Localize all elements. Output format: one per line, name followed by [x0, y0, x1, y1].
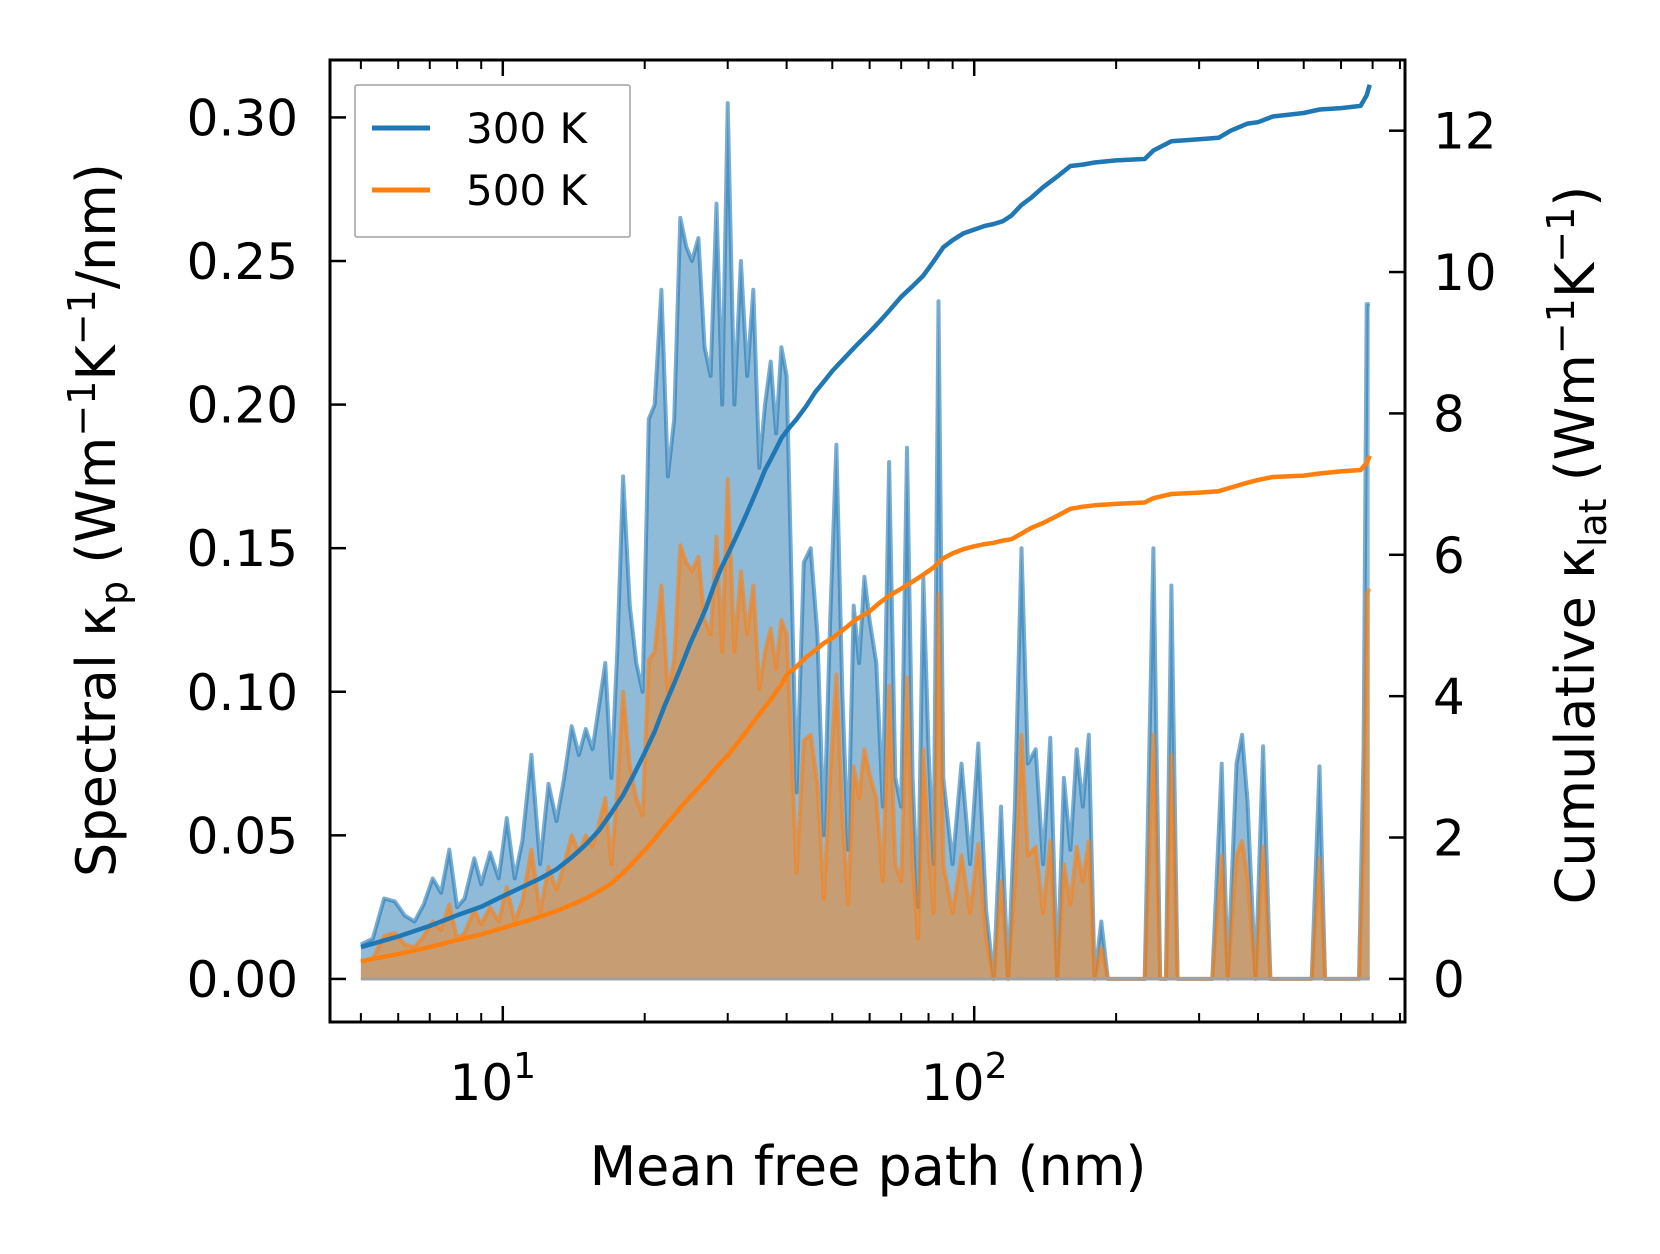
y-left-tick-label: 0.05 — [187, 807, 298, 865]
y-right-tick-label: 4 — [1433, 668, 1465, 726]
y-left-tick-label: 0.25 — [187, 233, 298, 291]
y-left-tick-label: 0.20 — [187, 377, 298, 435]
y-left-tick-label: 0.15 — [187, 520, 298, 578]
y-left-tick-label: 0.10 — [187, 664, 298, 722]
legend-box — [354, 84, 631, 238]
x-axis-title: Mean free path (nm) — [590, 1135, 1147, 1198]
y-right-tick-label: 12 — [1433, 103, 1497, 161]
x-tick-label: 101 — [450, 1046, 537, 1112]
y-right-tick-label: 8 — [1433, 385, 1465, 443]
x-axis-label: Mean free path (nm) — [590, 1135, 1147, 1198]
y-right-tick-label: 2 — [1433, 810, 1465, 868]
y-right-tick-label: 0 — [1433, 951, 1465, 1009]
right-axis-title: Cumulative κlat (Wm−1K−1) — [1539, 186, 1615, 905]
cumulative-lines — [360, 84, 1372, 964]
legend-label-500k: 500 K — [466, 166, 589, 215]
left-axis-label: Spectral κp (Wm−1K−1/nm) — [60, 163, 136, 877]
y-left-tick-label: 0.00 — [187, 951, 298, 1009]
legend: 300 K 500 K — [354, 84, 631, 238]
x-tick-label: 102 — [921, 1046, 1008, 1112]
y-right-tick-label: 6 — [1433, 527, 1465, 585]
left-axis-title: Spectral κp (Wm−1K−1/nm) — [60, 163, 136, 877]
axis-ticks: 101 102 0.00 0.05 0.10 0.15 0.20 0.25 0.30 0 2 4 6 8 1… — [187, 60, 1497, 1112]
cumulative-line-0 — [360, 84, 1372, 950]
spectral-areas — [360, 101, 1372, 981]
plot-frame — [328, 58, 1407, 1024]
y-left-tick-label: 0.30 — [187, 89, 298, 147]
y-right-tick-label: 10 — [1433, 244, 1497, 302]
right-axis-label: Cumulative κlat (Wm−1K−1) — [1539, 186, 1615, 905]
legend-label-300k: 300 K — [466, 104, 589, 153]
cumulative-line-1 — [360, 454, 1372, 964]
